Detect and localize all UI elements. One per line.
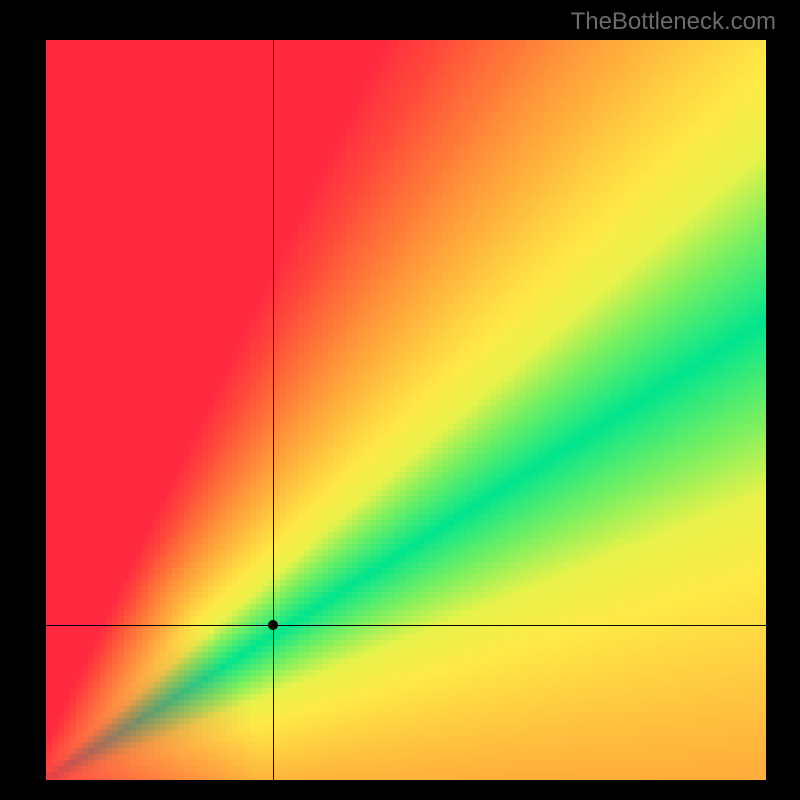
- crosshair-marker: [268, 620, 278, 630]
- heatmap-canvas: [46, 40, 766, 780]
- crosshair-horizontal: [46, 625, 766, 626]
- crosshair-vertical: [273, 40, 274, 780]
- watermark-text: TheBottleneck.com: [571, 8, 776, 36]
- stage: TheBottleneck.com: [0, 0, 800, 800]
- heatmap-plot: [46, 40, 766, 780]
